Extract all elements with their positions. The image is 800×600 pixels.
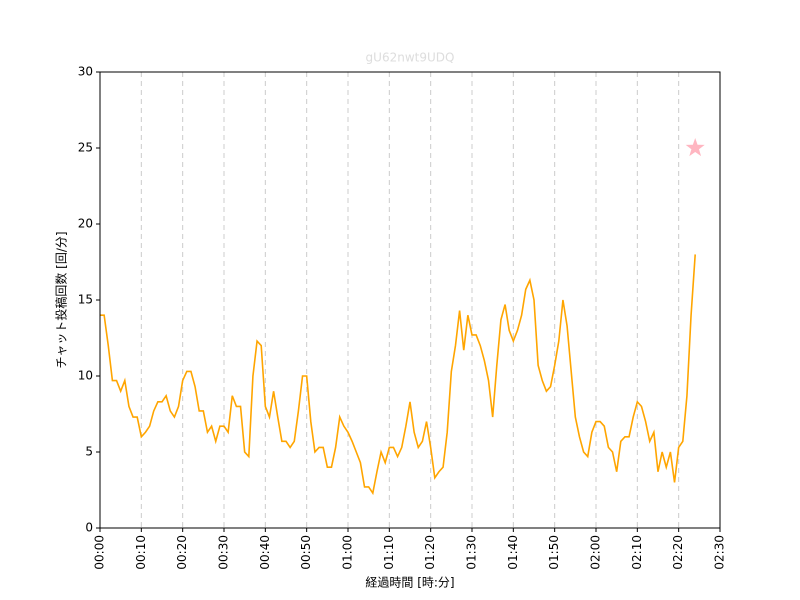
x-tick-label: 00:10 bbox=[134, 535, 148, 570]
x-tick-label: 00:20 bbox=[175, 535, 189, 570]
y-tick-label: 15 bbox=[78, 293, 93, 307]
y-tick-label: 5 bbox=[85, 445, 93, 459]
x-tick-label: 00:00 bbox=[93, 535, 107, 570]
chart-title: gU62nwt9UDQ bbox=[366, 51, 455, 65]
y-tick-label: 20 bbox=[78, 217, 93, 231]
x-tick-label: 00:40 bbox=[258, 535, 272, 570]
x-tick-label: 01:00 bbox=[341, 535, 355, 570]
y-axis-label: チャット投稿回数 [回/分] bbox=[54, 231, 69, 368]
plot-frame bbox=[99, 71, 721, 529]
y-tick-label: 0 bbox=[85, 521, 93, 535]
x-tick-label: 02:20 bbox=[671, 535, 685, 570]
line bbox=[100, 254, 696, 496]
x-tick-label: 00:30 bbox=[217, 535, 231, 570]
x-tick-label: 02:00 bbox=[589, 535, 603, 570]
x-tick-label: 01:10 bbox=[382, 535, 396, 570]
y-tick-label: 30 bbox=[78, 65, 93, 79]
x-tick-label: 00:50 bbox=[299, 535, 313, 570]
x-tick-label: 01:50 bbox=[547, 535, 561, 570]
x-axis-label: 経過時間 [時:分] bbox=[365, 576, 454, 590]
x-tick-label: 02:30 bbox=[713, 535, 727, 570]
x-tick-label: 01:40 bbox=[506, 535, 520, 570]
star-marker bbox=[685, 138, 705, 157]
x-tick-label: 01:30 bbox=[465, 535, 479, 570]
y-tick-label: 10 bbox=[78, 369, 93, 383]
y-tick-label: 25 bbox=[78, 141, 93, 155]
x-tick-label: 02:10 bbox=[630, 535, 644, 570]
x-tick-label: 01:20 bbox=[423, 535, 437, 570]
